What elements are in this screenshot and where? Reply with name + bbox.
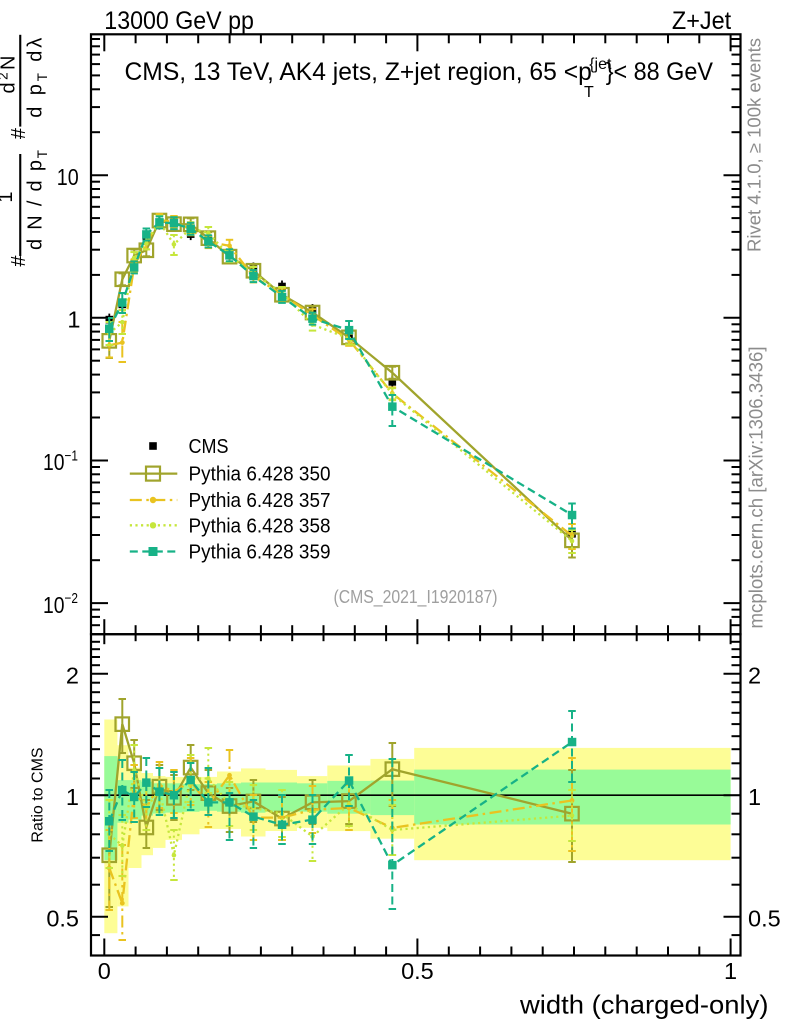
svg-text:1: 1 (67, 307, 80, 333)
svg-text:0.5: 0.5 (748, 905, 781, 931)
svg-text:{jet: {jet (589, 56, 612, 73)
svg-text:2: 2 (748, 662, 761, 688)
svg-text:0.5: 0.5 (401, 958, 434, 984)
svg-text:0: 0 (98, 958, 111, 984)
svg-text:Ratio to CMS: Ratio to CMS (30, 747, 47, 842)
svg-text:Rivet 4.1.0, ≥ 100k events: Rivet 4.1.0, ≥ 100k events (745, 38, 765, 252)
svg-text:Pythia 6.428 359: Pythia 6.428 359 (189, 542, 331, 564)
svg-text:1: 1 (66, 784, 79, 810)
svg-text:width (charged-only): width (charged-only) (519, 990, 769, 1020)
svg-text:#: # (8, 255, 30, 267)
svg-text:mcplots.cern.ch [arXiv:1306.34: mcplots.cern.ch [arXiv:1306.3436] (746, 347, 768, 629)
svg-text:Pythia 6.428 357: Pythia 6.428 357 (189, 490, 331, 512)
svg-text:10−2: 10−2 (43, 591, 78, 618)
svg-text:Z+Jet: Z+Jet (672, 7, 731, 35)
svg-text:1: 1 (724, 958, 737, 984)
svg-text:CMS: CMS (189, 436, 229, 458)
svg-text:1: 1 (0, 191, 17, 202)
svg-text:2: 2 (66, 662, 79, 688)
svg-text:Pythia 6.428 350: Pythia 6.428 350 (189, 464, 331, 486)
svg-text:(CMS_2021_I1920187): (CMS_2021_I1920187) (334, 587, 498, 608)
svg-text:0.5: 0.5 (46, 905, 79, 931)
svg-text:CMS, 13 TeV, AK4 jets, Z+jet r: CMS, 13 TeV, AK4 jets, Z+jet region, 65 … (125, 58, 592, 86)
svg-text:10−1: 10−1 (43, 448, 78, 475)
svg-text:}< 88 GeV: }< 88 GeV (606, 58, 714, 86)
svg-text:#: # (8, 127, 30, 139)
svg-text:T: T (584, 84, 594, 101)
svg-text:10: 10 (57, 164, 79, 190)
svg-text:Pythia 6.428 358: Pythia 6.428 358 (189, 515, 331, 537)
svg-text:d2N: d2N (0, 56, 20, 94)
svg-text:1: 1 (748, 784, 761, 810)
svg-text:13000 GeV pp: 13000 GeV pp (104, 7, 254, 35)
